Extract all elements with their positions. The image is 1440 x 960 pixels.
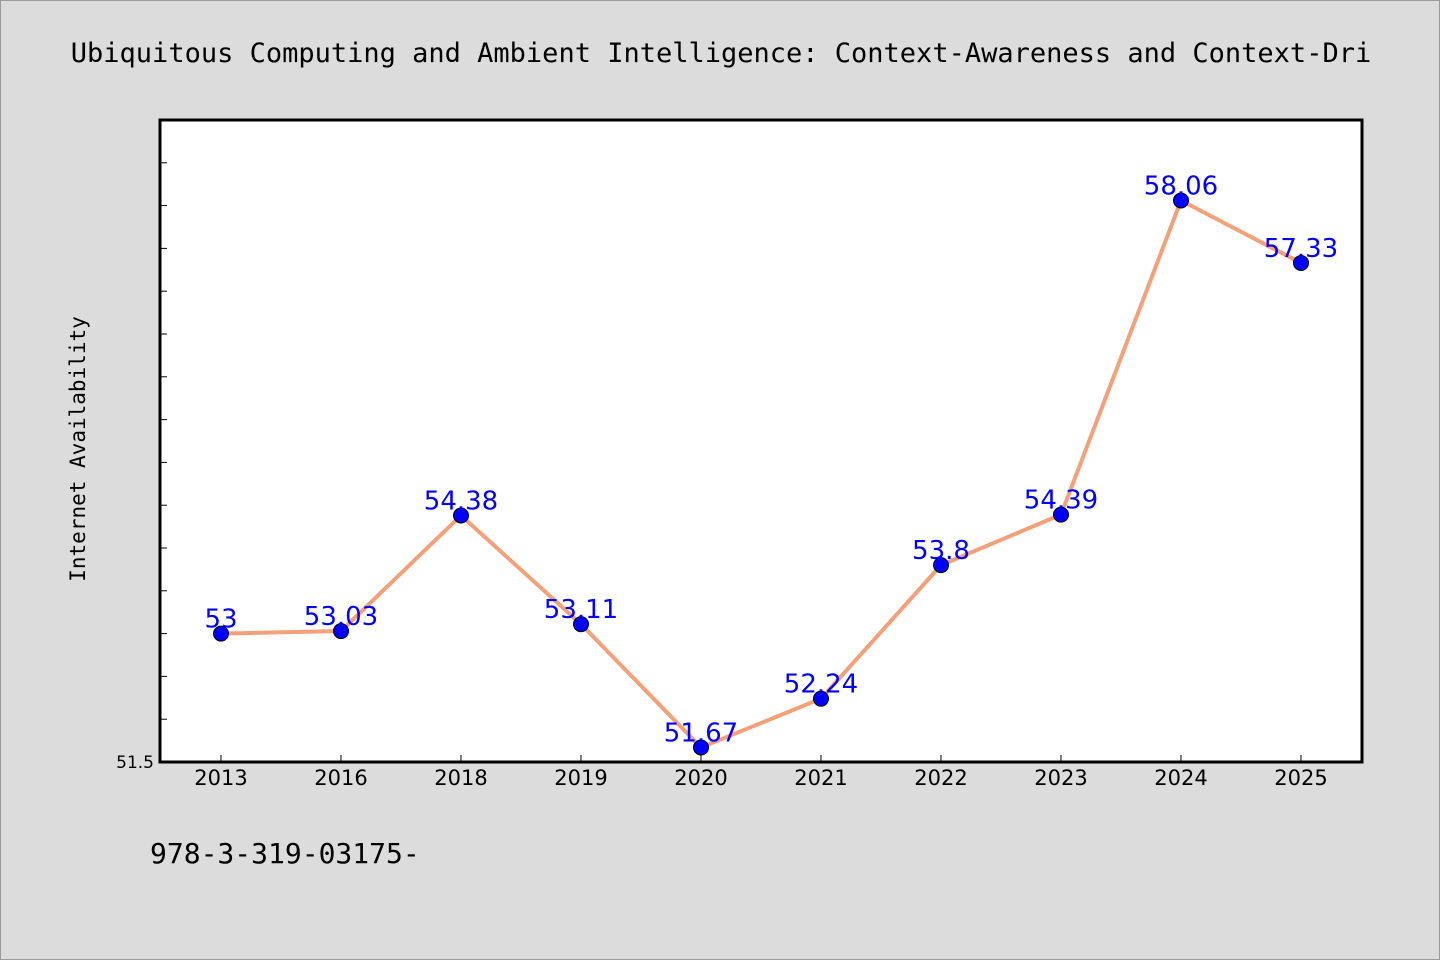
series-line	[219, 198, 1303, 750]
y-axis-label: Internet Availability	[66, 316, 90, 582]
data-point	[1173, 192, 1189, 209]
chart-title: Ubiquitous Computing and Ambient Intelli…	[71, 38, 1371, 69]
x-tick-label: 2016	[314, 766, 367, 790]
data-label: 53.8	[912, 536, 970, 566]
data-point	[453, 507, 469, 524]
x-tick-label: 2023	[1034, 766, 1087, 790]
data-label: 51.67	[664, 718, 738, 748]
data-point	[1293, 254, 1309, 271]
x-tick-label: 2013	[194, 766, 247, 790]
data-label: 53	[204, 605, 237, 635]
data-point	[1053, 506, 1069, 523]
plot-frame	[158, 118, 1364, 764]
data-point	[213, 625, 229, 642]
x-tick-label: 2019	[554, 766, 607, 790]
x-axis-ticks: 2013 2016 2018 2019 2020 2021 2022 2023 2024 2025	[194, 755, 1328, 790]
plot-area	[160, 120, 1362, 762]
x-tick-label: 2022	[914, 766, 967, 790]
data-point	[933, 557, 949, 574]
data-point	[813, 690, 829, 707]
data-point	[693, 739, 709, 756]
x-tick-label: 2018	[434, 766, 487, 790]
data-label: 57.33	[1264, 234, 1338, 264]
data-label: 53.11	[544, 595, 618, 625]
data-point	[333, 623, 349, 640]
y-tick-label: 51.5	[116, 753, 154, 773]
data-label: 53.03	[304, 602, 378, 632]
data-label: 54.38	[424, 486, 498, 516]
data-labels: 53 53.03 54.38 53.11 51.67 52.24 53.8 54.39 58.0…	[204, 171, 1338, 748]
isbn-footnote: 978-3-319-03175-	[150, 837, 420, 870]
data-label: 54.39	[1024, 486, 1098, 516]
x-tick-label: 2025	[1274, 766, 1327, 790]
data-point	[573, 616, 589, 633]
x-tick-label: 2024	[1154, 766, 1207, 790]
series-line-group	[219, 198, 1303, 750]
y-axis-tick-labels: 51.5	[116, 753, 154, 773]
data-markers	[213, 192, 1309, 756]
data-label: 58.06	[1144, 171, 1218, 201]
x-tick-label: 2021	[794, 766, 847, 790]
x-tick-label: 2020	[674, 766, 727, 790]
data-label: 52.24	[784, 670, 858, 700]
